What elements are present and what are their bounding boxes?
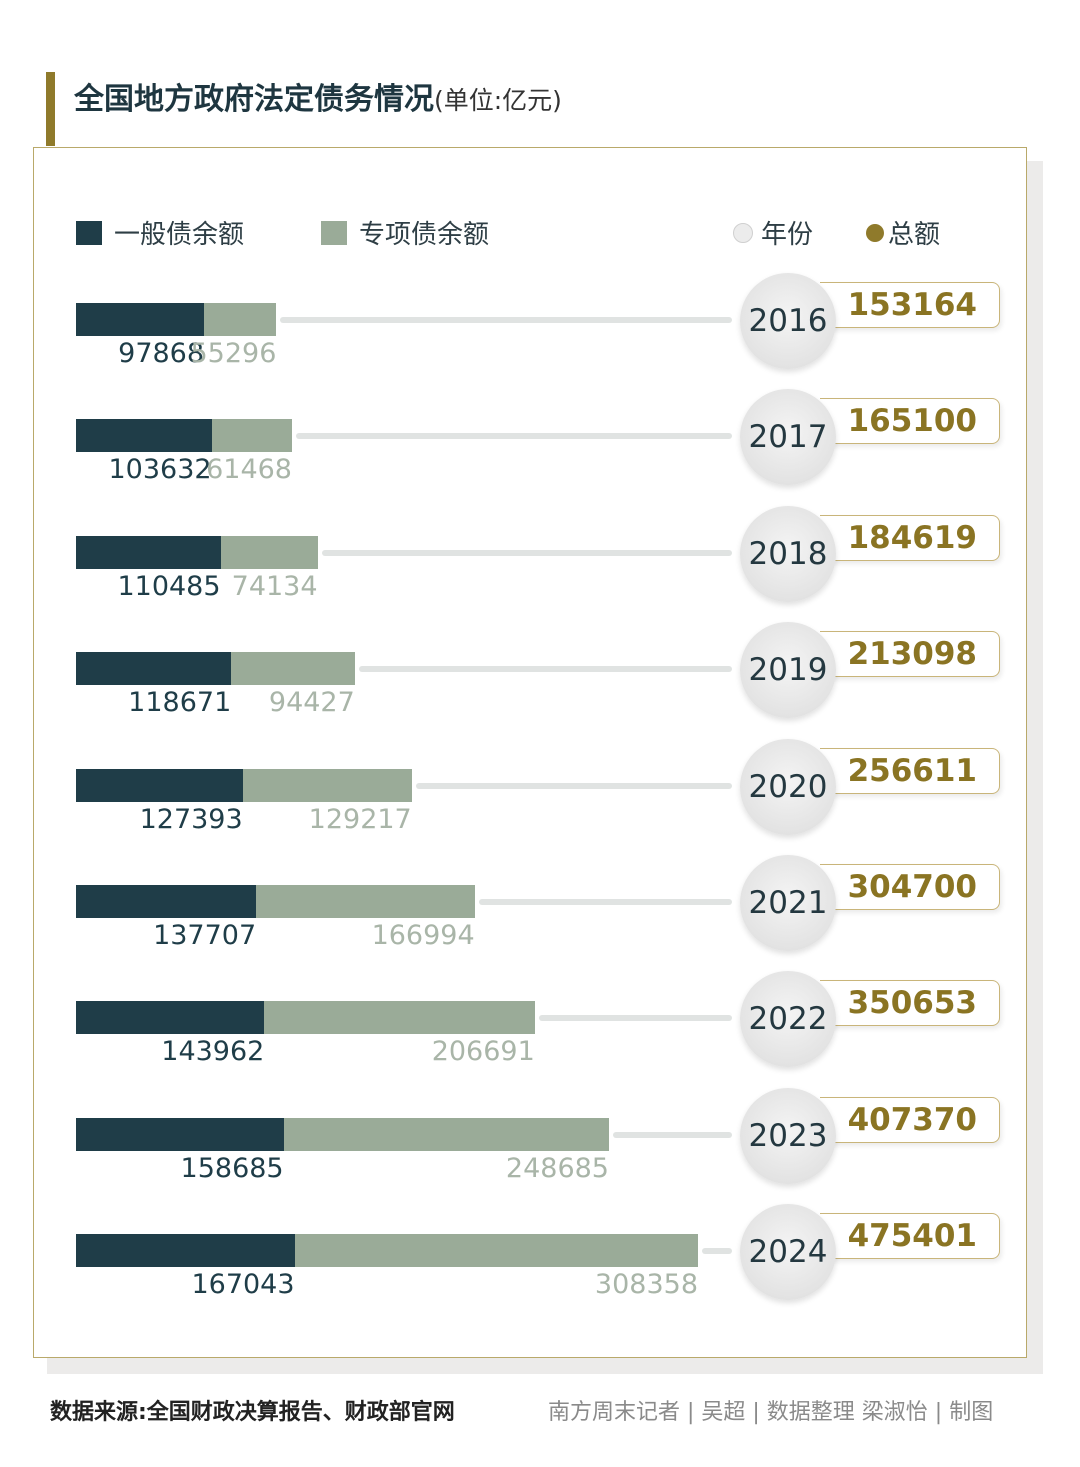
- bar-row-2020: 127393 129217 256611 2020: [0, 739, 1080, 885]
- legend-general: 一般债余额: [76, 214, 244, 250]
- special-debt-value: 206691: [431, 1036, 535, 1067]
- bar-row-2024: 167043 308358 475401 2024: [0, 1204, 1080, 1350]
- general-debt-value: 143962: [161, 1036, 265, 1067]
- total-value-box: 256611: [820, 748, 1000, 794]
- bar-row-2017: 103632 61468 165100 2017: [0, 389, 1080, 535]
- special-debt-value: 55296: [190, 338, 277, 369]
- row-connector-line: [702, 1248, 732, 1254]
- title-unit: (单位:亿元): [434, 86, 562, 115]
- legend-general-swatch: [76, 220, 102, 245]
- row-connector-line: [538, 1015, 732, 1021]
- special-debt-value: 308358: [594, 1269, 698, 1300]
- special-debt-bar: [256, 885, 475, 918]
- general-debt-bar: [76, 1001, 265, 1034]
- general-debt-value: 110485: [117, 571, 221, 602]
- special-debt-bar: [264, 1001, 535, 1034]
- total-value-box: 350653: [820, 980, 1000, 1026]
- row-connector-line: [612, 1132, 732, 1138]
- year-badge: 2019: [740, 622, 836, 718]
- row-connector-line: [296, 433, 732, 439]
- legend-year: 年份: [733, 214, 813, 250]
- special-debt-value: 129217: [308, 804, 412, 835]
- general-debt-value: 103632: [108, 454, 212, 485]
- general-debt-bar: [76, 1118, 284, 1151]
- source-note: 数据来源:全国财政决算报告、财政部官网: [50, 1400, 455, 1425]
- year-badge: 2017: [740, 389, 836, 485]
- special-debt-bar: [242, 769, 412, 802]
- legend-total: 总额: [866, 214, 940, 250]
- legend-total-label: 总额: [888, 220, 941, 250]
- special-debt-bar: [294, 1234, 698, 1267]
- year-badge: 2018: [740, 506, 836, 602]
- credit-note: 南方周末记者 | 吴超 | 数据整理 梁淑怡 | 制图: [548, 1400, 994, 1425]
- legend-special-swatch: [321, 220, 347, 245]
- total-value-box: 407370: [820, 1097, 1000, 1143]
- general-debt-bar: [76, 419, 212, 452]
- row-connector-line: [478, 899, 732, 905]
- legend-year-dot: [733, 222, 753, 243]
- general-debt-value: 167043: [191, 1269, 295, 1300]
- special-debt-bar: [283, 1118, 609, 1151]
- legend-special-label: 专项债余额: [359, 220, 490, 250]
- year-badge: 2022: [740, 971, 836, 1067]
- total-value-box: 475401: [820, 1213, 1000, 1259]
- special-debt-value: 74134: [231, 571, 318, 602]
- special-debt-bar: [211, 419, 292, 452]
- year-badge: 2020: [740, 739, 836, 835]
- bar-row-2022: 143962 206691 350653 2022: [0, 971, 1080, 1117]
- row-connector-line: [415, 783, 732, 789]
- year-badge: 2021: [740, 855, 836, 951]
- bar-row-2016: 97868 55296 153164 2016: [0, 273, 1080, 419]
- row-connector-line: [358, 666, 732, 672]
- bar-row-2021: 137707 166994 304700 2021: [0, 855, 1080, 1001]
- legend-special: 专项债余额: [321, 214, 489, 250]
- general-debt-bar: [76, 885, 257, 918]
- total-value-box: 184619: [820, 515, 1000, 561]
- year-badge: 2023: [740, 1088, 836, 1184]
- row-connector-line: [280, 317, 732, 323]
- legend-year-label: 年份: [761, 220, 814, 250]
- total-value-box: 304700: [820, 864, 1000, 910]
- general-debt-bar: [76, 652, 232, 685]
- general-debt-bar: [76, 303, 205, 336]
- legend-total-dot: [866, 223, 884, 242]
- general-debt-bar: [76, 769, 243, 802]
- general-debt-bar: [76, 536, 221, 569]
- year-badge: 2016: [740, 273, 836, 369]
- chart-title: 全国地方政府法定债务情况(单位:亿元): [74, 74, 562, 118]
- general-debt-value: 158685: [180, 1153, 284, 1184]
- total-value-box: 213098: [820, 631, 1000, 677]
- general-debt-value: 118671: [128, 687, 232, 718]
- special-debt-bar: [231, 652, 355, 685]
- general-debt-value: 97868: [118, 338, 205, 369]
- general-debt-value: 127393: [139, 804, 243, 835]
- special-debt-bar: [220, 536, 318, 569]
- general-debt-value: 137707: [153, 920, 257, 951]
- total-value-box: 153164: [820, 282, 1000, 328]
- row-connector-line: [321, 550, 732, 556]
- special-debt-value: 61468: [206, 454, 292, 485]
- bar-row-2018: 110485 74134 184619 2018: [0, 506, 1080, 652]
- year-badge: 2024: [740, 1204, 836, 1300]
- title-text: 全国地方政府法定债务情况: [74, 82, 434, 117]
- special-debt-value: 166994: [371, 920, 475, 951]
- bar-row-2023: 158685 248685 407370 2023: [0, 1088, 1080, 1234]
- title-accent-bar: [46, 72, 55, 146]
- special-debt-value: 94427: [268, 687, 355, 718]
- general-debt-bar: [76, 1234, 295, 1267]
- total-value-box: 165100: [820, 398, 1000, 444]
- special-debt-value: 248685: [505, 1153, 609, 1184]
- legend-general-label: 一般债余额: [114, 220, 245, 250]
- special-debt-bar: [204, 303, 277, 336]
- bar-row-2019: 118671 94427 213098 2019: [0, 622, 1080, 768]
